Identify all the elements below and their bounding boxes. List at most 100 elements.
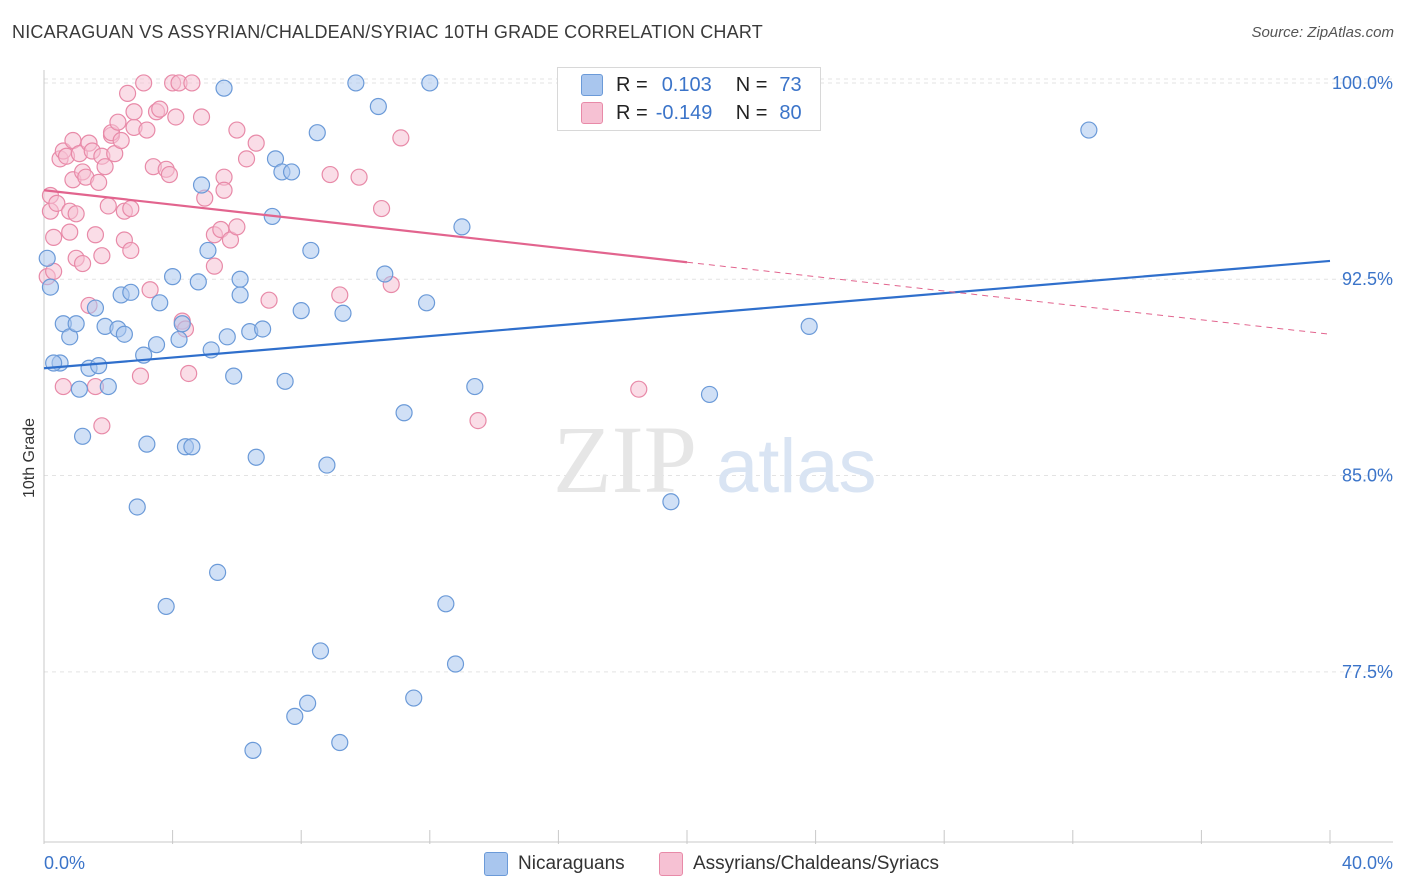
watermark-atlas: atlas [716, 424, 877, 509]
watermark: ZIP atlas [553, 406, 877, 513]
nicaraguan-point [151, 294, 169, 312]
assyrian-point [135, 74, 153, 92]
legend-n-label: N = [735, 73, 768, 96]
legend-r-label: R = [616, 101, 648, 124]
legend-r-value: -0.149 [655, 101, 713, 124]
assyrian-point [54, 377, 72, 396]
nicaraguan-point [244, 741, 262, 759]
assyrian-point [45, 228, 63, 246]
assyrian-point [372, 199, 391, 218]
nicaraguan-point [122, 283, 140, 301]
assyrian-point [112, 131, 130, 150]
y-tick-label: 92.5% [1342, 269, 1393, 289]
assyrian-point [99, 197, 117, 215]
assyrian-point [118, 84, 137, 103]
assyrian-point [90, 173, 108, 192]
nicaraguan-point [347, 74, 365, 92]
legend-n-value: 73 [779, 73, 802, 96]
nicaraguan-point [147, 336, 166, 354]
assyrian-point [131, 367, 150, 385]
assyrian-point [109, 113, 127, 131]
assyrian-point [167, 108, 185, 126]
nicaraguan-point [395, 404, 413, 422]
nicaraguan-point [800, 317, 818, 335]
nicaraguan-point [192, 176, 211, 194]
assyrian-point [125, 103, 143, 121]
nicaraguan-point [67, 315, 85, 333]
y-tick-label: 100.0% [1332, 73, 1393, 93]
nicaraguan-point [115, 325, 133, 343]
nicaraguan-point [331, 733, 349, 752]
assyrian-point [141, 281, 159, 299]
x-tick-label-max: 40.0% [1342, 853, 1393, 873]
nicaraguan-point [164, 268, 182, 286]
legend-n-label: N = [735, 101, 768, 124]
legend-r-value: 0.103 [661, 73, 712, 96]
nicaraguan-point [183, 438, 201, 456]
nicaraguan-point [286, 707, 304, 725]
bottom-legend-swatch-pink [659, 852, 683, 876]
assyrian-point [205, 257, 223, 275]
nicaraguan-point [1080, 121, 1098, 139]
nicaraguan-point [276, 372, 294, 390]
nicaraguan-point [700, 385, 719, 404]
nicaraguan-point [199, 241, 217, 260]
y-tick-label: 77.5% [1342, 662, 1393, 682]
nicaraguan-point [299, 694, 317, 712]
nicaraguan-point [70, 380, 88, 398]
nicaraguan-point [209, 563, 227, 582]
assyrian-point [228, 121, 246, 139]
assyrian-point [96, 158, 114, 176]
nicaraguan-point [292, 302, 310, 320]
assyrian-point [192, 108, 211, 126]
nicaraguan-point [311, 642, 330, 660]
legend-row-nicaraguans: R = 0.103 N = 73 [581, 72, 802, 98]
nicaraguan-point [215, 79, 233, 97]
bottom-legend-swatch-blue [484, 852, 508, 876]
trend-line-extension [686, 261, 1331, 335]
assyrian-point [93, 417, 111, 435]
nicaraguan-point [38, 249, 56, 267]
correlation-legend: R = 0.103 N = 73 R = -0.149 N = 80 [557, 67, 821, 131]
nicaraguan-point [73, 427, 92, 445]
assyrian-point [247, 134, 265, 152]
assyrian-point [73, 254, 92, 273]
bottom-legend-label: Assyrians/Chaldeans/Syriacs [693, 853, 940, 874]
assyrian-point [93, 247, 111, 265]
assyrian-point [86, 226, 105, 244]
bottom-legend-label: Nicaraguans [518, 853, 625, 874]
bottom-legend-assyrians: Assyrians/Chaldeans/Syriacs [659, 852, 939, 876]
nicaraguan-point [453, 218, 471, 236]
nicaraguan-point [308, 124, 326, 142]
nicaraguan-point [218, 328, 236, 346]
nicaraguan-point [405, 689, 423, 707]
nicaraguan-point [466, 377, 484, 396]
nicaraguan-point [41, 278, 60, 296]
nicaraguan-point [99, 377, 117, 396]
assyrian-point [392, 129, 410, 147]
bottom-legend-nicaraguans: Nicaraguans [484, 852, 625, 876]
nicaraguan-point [231, 270, 249, 288]
nicaraguan-point [90, 357, 108, 375]
legend-swatch-pink [581, 102, 603, 124]
nicaraguan-point [318, 456, 336, 474]
assyrian-point [237, 150, 256, 168]
series-nicaraguans-points [38, 74, 1098, 759]
nicaraguan-point [446, 655, 465, 673]
trend-line-assyrians [43, 189, 688, 264]
assyrian-point [321, 165, 339, 184]
nicaraguan-point [662, 493, 680, 511]
nicaraguan-point [421, 74, 439, 92]
nicaraguan-point [417, 294, 436, 312]
nicaraguan-point [173, 315, 191, 333]
nicaraguan-point [282, 163, 301, 181]
series-assyrians-points [38, 74, 648, 435]
nicaraguan-point [170, 330, 188, 349]
chart-title: NICARAGUAN VS ASSYRIAN/CHALDEAN/SYRIAC 1… [12, 22, 763, 42]
grid-layer [44, 78, 1393, 673]
nicaraguan-point [334, 304, 352, 322]
assyrian-point [122, 199, 140, 218]
trend-line-nicaraguans [43, 259, 1331, 370]
assyrian-point [61, 223, 79, 241]
